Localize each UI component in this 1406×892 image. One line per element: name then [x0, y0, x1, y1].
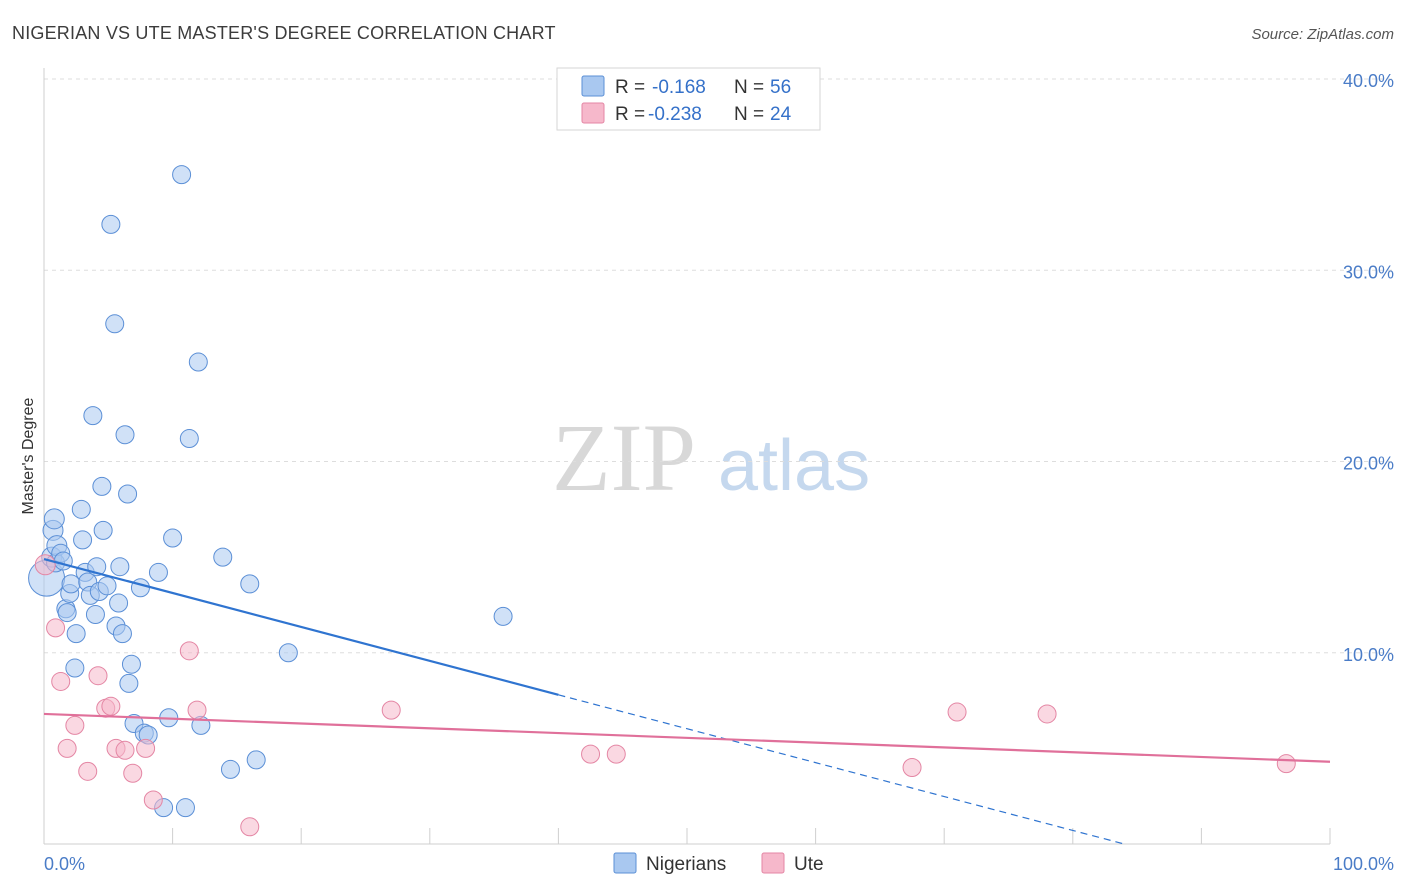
point-ute-18: [581, 744, 601, 764]
y-tick-label-40: 40.0%: [1343, 71, 1394, 91]
point-nigerians-46: [179, 429, 199, 449]
point-ute-14: [179, 641, 199, 661]
point-nigerians-40: [148, 562, 168, 582]
point-nigerians-54: [493, 606, 513, 626]
point-nigerians-24: [93, 520, 113, 540]
point-ute-23: [1276, 754, 1296, 774]
trend-lines: [43, 557, 1331, 845]
point-nigerians-13: [66, 624, 86, 644]
point-ute-16: [240, 817, 260, 837]
legend-n-label-ute: N =: [734, 104, 764, 125]
x-tick-label-max: 100.0%: [1333, 854, 1394, 874]
point-ute-6: [88, 666, 108, 686]
point-ute-17: [381, 700, 401, 720]
series-legend: Nigerians Ute: [613, 852, 824, 875]
chart-source: Source: ZipAtlas.com: [1251, 26, 1394, 43]
point-nigerians-45: [175, 798, 195, 818]
point-nigerians-52: [246, 750, 266, 770]
series-legend-label-nigerians: Nigerians: [646, 854, 726, 875]
point-ute-20: [902, 758, 922, 777]
y-tick-labels: 10.0% 20.0% 30.0% 40.0%: [1343, 71, 1394, 665]
point-ute-13: [143, 790, 163, 810]
grid-lines: [44, 78, 1392, 654]
x-ticks: [43, 828, 1331, 844]
point-nigerians-53: [278, 643, 298, 663]
point-ute-12: [136, 738, 156, 758]
point-ute-10: [115, 740, 135, 760]
legend-r-value-ute: -0.238: [648, 104, 702, 125]
point-nigerians-15: [73, 530, 93, 550]
point-nigerians-29: [109, 593, 129, 613]
point-nigerians-14: [71, 499, 91, 519]
point-nigerians-3: [43, 508, 65, 530]
watermark-atlas: atlas: [718, 426, 870, 506]
point-ute-8: [101, 696, 121, 716]
point-ute-19: [606, 744, 626, 764]
legend-r-label-nigerians: R =: [615, 77, 645, 98]
series-legend-swatch-nigerians: [613, 852, 637, 874]
point-nigerians-32: [115, 425, 135, 445]
series-legend-swatch-ute: [761, 852, 785, 874]
point-ute-22: [1037, 704, 1057, 724]
point-nigerians-23: [92, 476, 112, 496]
legend-n-value-nigerians: 56: [770, 77, 791, 98]
point-ute-4: [65, 715, 85, 735]
y-tick-label-20: 20.0%: [1343, 454, 1394, 474]
y-tick-label-10: 10.0%: [1343, 645, 1394, 665]
point-ute-2: [51, 671, 71, 691]
trend-line-ute: [43, 712, 1331, 763]
point-nigerians-47: [188, 352, 208, 372]
y-axis-label: Master's Degree: [20, 397, 37, 514]
point-nigerians-27: [105, 314, 125, 334]
point-nigerians-30: [110, 557, 130, 577]
point-nigerians-35: [121, 654, 141, 674]
point-nigerians-12: [65, 658, 85, 678]
point-nigerians-25: [97, 576, 117, 596]
point-nigerians-43: [163, 528, 183, 548]
point-nigerians-51: [240, 574, 260, 594]
point-ute-1: [46, 618, 66, 638]
point-nigerians-31: [112, 624, 132, 644]
legend-swatch-nigerians: [581, 75, 605, 97]
point-ute-5: [78, 761, 98, 781]
point-nigerians-34: [119, 673, 139, 693]
point-nigerians-9: [57, 603, 77, 623]
legend-r-value-nigerians: -0.168: [652, 77, 706, 98]
y-tick-label-30: 30.0%: [1343, 262, 1394, 282]
trend-line-nigerians-extension: [558, 694, 1125, 845]
point-nigerians-20: [85, 605, 105, 624]
point-nigerians-7: [53, 551, 73, 571]
data-points: [28, 165, 1296, 837]
point-ute-0: [34, 554, 56, 576]
legend-swatch-ute: [581, 102, 605, 124]
trend-line-nigerians: [43, 557, 559, 696]
point-ute-15: [187, 700, 207, 720]
point-ute-3: [57, 738, 77, 758]
legend-n-label-nigerians: N =: [734, 77, 764, 98]
chart-title: NIGERIAN VS UTE MASTER'S DEGREE CORRELAT…: [12, 23, 556, 43]
legend-n-value-ute: 24: [770, 104, 792, 125]
point-nigerians-37: [130, 578, 150, 598]
watermark-zip: ZIP: [552, 404, 696, 511]
stats-legend: R = -0.168 N = 56 R = -0.238 N = 24: [556, 67, 821, 131]
point-nigerians-19: [83, 406, 103, 426]
point-nigerians-44: [172, 165, 192, 185]
point-nigerians-26: [101, 214, 121, 234]
point-nigerians-49: [213, 547, 233, 567]
point-ute-21: [947, 702, 967, 722]
point-ute-11: [123, 763, 143, 783]
x-tick-label-min: 0.0%: [44, 854, 85, 874]
legend-r-label-ute: R =: [615, 104, 645, 125]
point-nigerians-33: [118, 484, 138, 504]
series-legend-label-ute: Ute: [794, 854, 824, 875]
point-nigerians-50: [220, 759, 240, 779]
